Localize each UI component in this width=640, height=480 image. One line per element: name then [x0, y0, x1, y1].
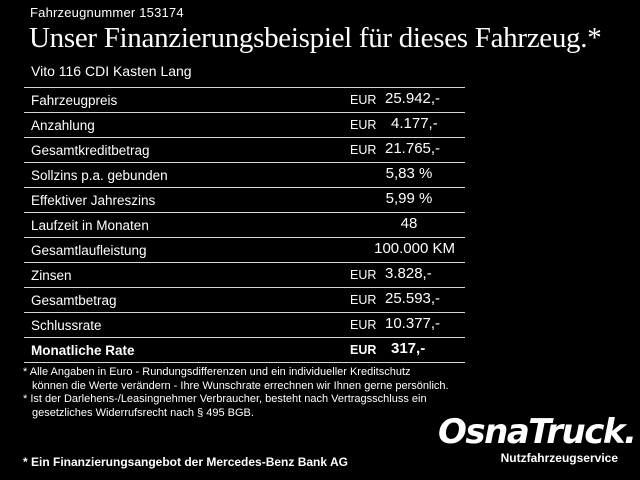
logo-subtitle: Nutzfahrzeugservice [500, 451, 618, 465]
row-label: Gesamtkreditbetrag [31, 143, 150, 158]
row-label: Effektiver Jahreszins [31, 193, 156, 208]
table-row: Gesamtkreditbetrag EUR 21.765,- [24, 138, 465, 163]
row-value: 25.593,- [385, 290, 441, 307]
row-value: 25.942,- [385, 90, 441, 107]
table-row-monthly-rate: Monatliche Rate EUR 317,- [24, 338, 465, 363]
row-label: Zinsen [31, 268, 72, 283]
vehicle-model: Vito 116 CDI Kasten Lang [31, 63, 192, 79]
row-value: 21.765,- [385, 140, 441, 157]
row-label: Fahrzeugpreis [31, 93, 118, 108]
row-currency: EUR [350, 268, 377, 282]
row-value: 48 [400, 215, 418, 232]
row-label: Gesamtbetrag [31, 293, 117, 308]
row-value: 5,99 % [385, 190, 433, 207]
row-label: Anzahlung [31, 118, 95, 133]
financing-table: Fahrzeugpreis EUR 25.942,- Anzahlung EUR… [24, 87, 465, 363]
row-value: 100.000 KM [374, 240, 455, 257]
row-value: 3.828,- [385, 265, 432, 282]
row-currency: EUR [350, 343, 377, 357]
footnote-line: * Ist der Darlehens-/Leasingnehmer Verbr… [23, 393, 427, 405]
page-title: Unser Finanzierungsbeispiel für dieses F… [29, 22, 602, 54]
row-currency: EUR [350, 118, 377, 132]
osnatruck-logo: OsnaTruck. Nutzfahrzeugservice [438, 412, 637, 465]
table-row: Schlussrate EUR 10.377,- [24, 313, 465, 338]
table-row: Effektiver Jahreszins 5,99 % [24, 188, 465, 213]
row-value: 10.377,- [385, 315, 441, 332]
row-value: 317,- [391, 340, 426, 357]
table-row: Fahrzeugpreis EUR 25.942,- [24, 87, 465, 113]
row-label: Sollzins p.a. gebunden [31, 168, 168, 183]
footnote-line: gesetzliches Widerrufsrecht nach § 495 B… [32, 406, 254, 419]
vehicle-number: Fahrzeugnummer 153174 [30, 5, 184, 20]
row-label: Gesamtlaufleistung [31, 243, 147, 258]
footnotes: * Alle Angaben in Euro - Rundungsdiffere… [23, 366, 449, 420]
row-value: 5,83 % [385, 165, 433, 182]
row-value: 4.177,- [391, 115, 438, 132]
table-row: Zinsen EUR 3.828,- [24, 263, 465, 288]
row-label: Monatliche Rate [31, 343, 135, 358]
footnote-line: können die Werte verändern - Ihre Wunsch… [32, 379, 449, 392]
table-row: Gesamtbetrag EUR 25.593,- [24, 288, 465, 313]
row-currency: EUR [350, 143, 377, 157]
table-row: Gesamtlaufleistung 100.000 KM [24, 238, 465, 263]
row-currency: EUR [350, 293, 377, 307]
table-row: Anzahlung EUR 4.177,- [24, 113, 465, 138]
footnote-line: * Alle Angaben in Euro - Rundungsdiffere… [23, 366, 411, 378]
row-label: Schlussrate [31, 318, 102, 333]
row-currency: EUR [350, 318, 377, 332]
row-currency: EUR [350, 93, 377, 107]
table-row: Sollzins p.a. gebunden 5,83 % [24, 163, 465, 188]
table-row: Laufzeit in Monaten 48 [24, 213, 465, 238]
bank-note: * Ein Finanzierungsangebot der Mercedes-… [23, 455, 348, 469]
logo-brand: OsnaTruck. [438, 412, 637, 452]
row-label: Laufzeit in Monaten [31, 218, 149, 233]
